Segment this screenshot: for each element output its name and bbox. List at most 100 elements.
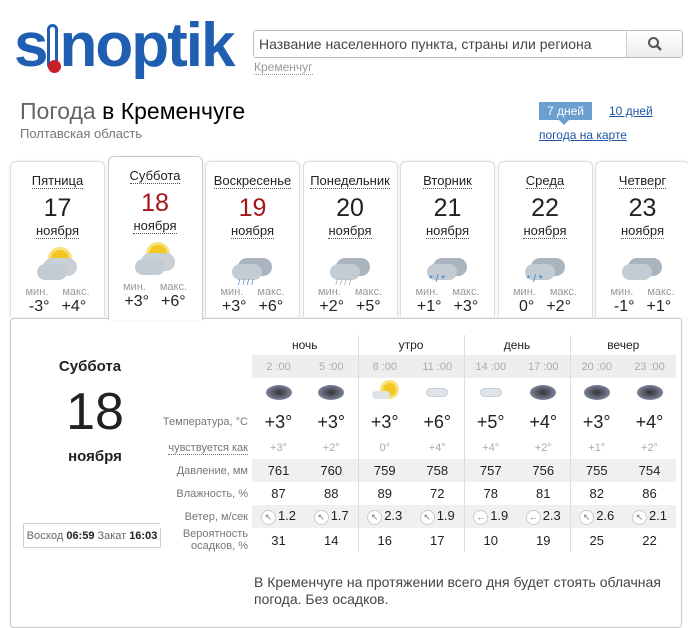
humidity-cell: 81 — [536, 486, 551, 501]
day-tab[interactable]: Среда 22 ноября * / * мин. макс. 0° +2° — [497, 161, 593, 317]
light-rain-icon: / / / / — [304, 244, 397, 287]
hourly-table: ночь утро день вечер 2 :00 5 :00 8 :00 11 :00 14… — [160, 335, 676, 552]
sunset-time: 16:03 — [129, 529, 158, 542]
feels-cell: +2° — [641, 441, 658, 454]
icon-cell — [517, 378, 570, 408]
feels-cell: +1° — [569, 436, 623, 459]
feels-cell: +4° — [428, 441, 446, 454]
recent-search-link[interactable]: Кременчуг — [254, 60, 313, 75]
rain-icon: / / / / — [206, 244, 299, 287]
day-name[interactable]: Среда — [525, 173, 565, 189]
day-name[interactable]: Понедельник — [310, 173, 390, 189]
weather-map-link[interactable]: погода на карте — [539, 128, 627, 142]
pressure-cell: 755 — [569, 459, 623, 482]
periods-row: ночь утро день вечер — [160, 335, 676, 355]
min-label: мин. — [317, 286, 341, 298]
tab-10-days[interactable]: 10 дней — [609, 104, 653, 118]
humidity-cell: 78 — [463, 482, 517, 505]
max-temp: +6° — [258, 298, 284, 315]
day-name[interactable]: Суббота — [129, 168, 181, 184]
icon-cell — [411, 378, 464, 408]
pressure-cell: 758 — [411, 459, 464, 482]
title-city: в Кременчуге — [102, 98, 246, 124]
precip-cell: 10 — [463, 528, 517, 552]
detail-month: ноября — [68, 448, 122, 465]
feels-cell: +3° — [270, 441, 287, 454]
max-label: макс. — [354, 286, 383, 298]
sinoptik-logo[interactable]: s noptik — [14, 11, 235, 80]
partly-cloudy-icon — [109, 239, 202, 279]
min-temp: +2° — [319, 298, 344, 315]
overcast-icon — [583, 384, 611, 406]
day-tab[interactable]: Вторник 21 ноября * / * мин. макс. +1° +3° — [400, 161, 495, 317]
pressure-row: Давление, мм 761 760 759 758 757 756 755 754 — [160, 459, 676, 482]
time: 2 :00 — [266, 360, 291, 373]
wind-direction-icon: ↖ — [260, 509, 276, 525]
day-month[interactable]: ноября — [35, 223, 80, 239]
day-number: 21 — [433, 194, 462, 222]
feels-like-link[interactable]: чувствуется как — [168, 441, 248, 455]
light-cloud-icon — [423, 387, 451, 406]
day-name[interactable]: Пятница — [31, 173, 84, 189]
time-cell: 23 :00 — [623, 355, 676, 378]
max-label: макс. — [62, 286, 90, 298]
day-tab[interactable]: Четверг 23 ноября мин. макс. -1° +1° — [595, 161, 688, 317]
temp-cell: +4° — [635, 411, 664, 432]
day-name[interactable]: Четверг — [618, 173, 667, 189]
time: 8 :00 — [372, 360, 397, 373]
temp-label: Температура, °C — [162, 416, 248, 428]
day-tab[interactable]: Понедельник 20 ноября / / / / мин. макс. … — [302, 161, 398, 317]
search-input[interactable] — [254, 31, 626, 57]
day-name[interactable]: Вторник — [423, 173, 472, 189]
icon-cell — [623, 378, 676, 408]
temp-cell: +5° — [463, 408, 517, 436]
sleet-icon: * / * — [499, 244, 592, 285]
pressure-cell: 759 — [357, 459, 411, 482]
max-label: макс. — [647, 286, 675, 298]
day-month[interactable]: ноября — [133, 218, 177, 234]
search-button[interactable] — [626, 31, 682, 57]
day-tab[interactable]: Пятница 17 ноября мин. макс. -3° +4° — [10, 161, 105, 317]
day-name[interactable]: Воскресенье — [213, 173, 292, 189]
day-month[interactable]: ноября — [620, 223, 665, 239]
icon-cell — [463, 378, 517, 408]
detail-day-name: Суббота — [58, 358, 122, 375]
day-month[interactable]: ноября — [230, 223, 275, 239]
sunset-label: Закат — [97, 529, 127, 542]
light-cloud-icon — [477, 387, 505, 406]
time-cell: 20 :00 — [569, 355, 623, 378]
day-tab[interactable]: Воскресенье 19 ноября / / / / мин. макс. … — [205, 161, 300, 317]
wind-cell: ↖ 2.3 — [357, 505, 411, 528]
icon-row — [160, 378, 676, 408]
period-3: вечер — [569, 335, 676, 355]
time-cell: 5 :00 — [305, 355, 358, 378]
precip-row: Вероятность осадков, % 31 14 16 17 10 19 25 22 — [160, 528, 676, 552]
day-month[interactable]: ноября — [328, 223, 372, 239]
pressure-cell: 757 — [463, 459, 517, 482]
humidity-label: Влажность, % — [176, 487, 248, 500]
day-month[interactable]: ноября — [523, 223, 567, 239]
max-label: макс. — [159, 281, 188, 293]
time: 14 :00 — [475, 360, 507, 373]
feels-label: чувствуется как — [160, 436, 252, 459]
cloudy-icon — [596, 244, 688, 284]
max-temp: +3° — [453, 298, 479, 315]
time: 17 :00 — [527, 360, 559, 373]
max-temp: +5° — [356, 298, 381, 315]
time-cell: 14 :00 — [463, 355, 517, 378]
humidity-cell: 82 — [569, 482, 623, 505]
pressure-cell: 760 — [305, 459, 358, 482]
max-label: макс. — [452, 286, 480, 298]
precip-cell: 22 — [642, 532, 657, 548]
day-month[interactable]: ноября — [425, 223, 470, 239]
tab-7-days[interactable]: 7 дней — [539, 102, 593, 125]
precip-cell: 16 — [357, 528, 411, 552]
wind-direction-icon: ↖ — [631, 509, 647, 525]
day-tab[interactable]: Суббота 18 ноября мин. макс. +3° +6° — [107, 156, 203, 320]
temp-cell: +4° — [529, 411, 558, 432]
temp-cell: +6° — [423, 411, 452, 432]
day-number: 17 — [43, 194, 72, 222]
min-label: мин. — [25, 286, 49, 298]
humidity-cell: 87 — [271, 486, 286, 501]
overcast-icon — [317, 384, 345, 406]
